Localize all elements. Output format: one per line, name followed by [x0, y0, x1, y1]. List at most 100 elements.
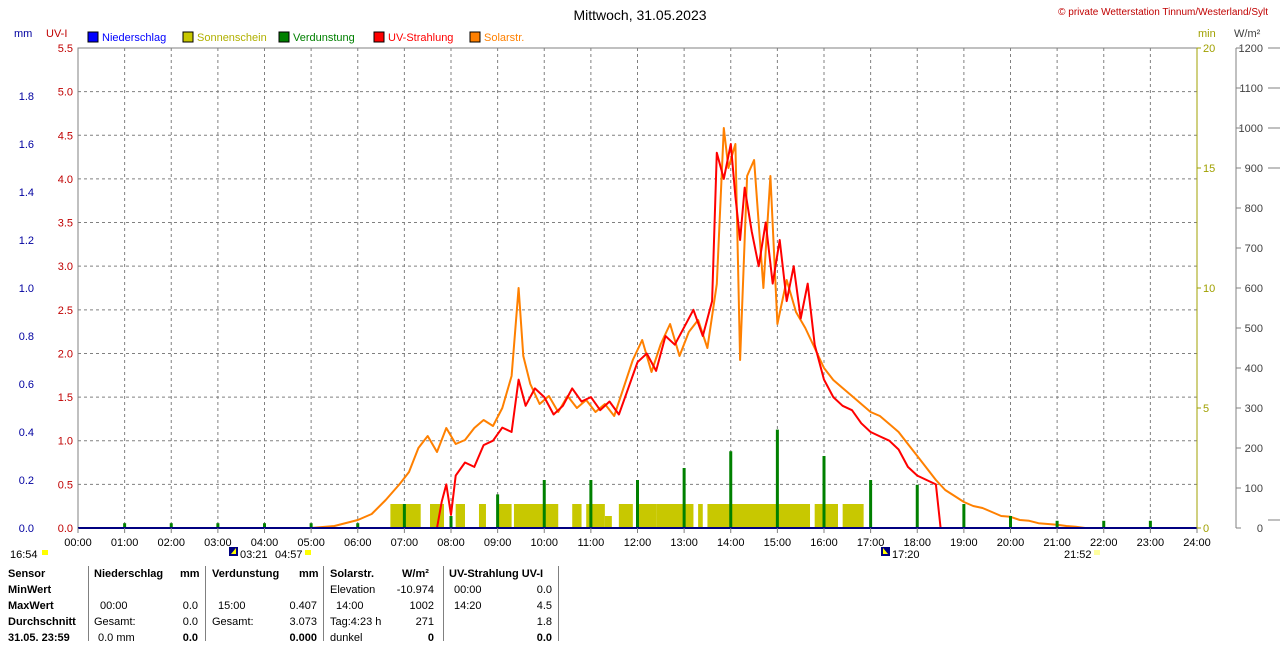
- uvi-tick-label: 1.5: [58, 392, 73, 404]
- stats-row-label: Durchschnitt: [8, 616, 76, 628]
- x-tick-label: 22:00: [1090, 537, 1118, 549]
- sunrise-b: 04:57: [275, 549, 303, 561]
- sunshine-bar: [586, 504, 605, 528]
- stats-header-sensor: Sensor: [8, 568, 46, 580]
- stats-uv-time: 00:00: [454, 584, 482, 596]
- wm2-tick-label: 300: [1245, 403, 1263, 415]
- legend-label: UV-Strahlung: [388, 32, 453, 44]
- stats-divider-4: [443, 566, 444, 641]
- sunshine-bar: [572, 504, 582, 528]
- sunshine-bar: [842, 504, 864, 528]
- x-tick-label: 07:00: [391, 537, 419, 549]
- legend: Niederschlag Sonnenschein Verdunstung UV-St…: [87, 31, 524, 44]
- x-tick-label: 23:00: [1137, 537, 1165, 549]
- uvi-tick-label: 2.0: [58, 348, 73, 360]
- legend-label: Niederschlag: [102, 32, 166, 44]
- mm-tick-label: 0.2: [19, 475, 34, 487]
- axis-label-uvi: UV-I: [46, 28, 67, 40]
- wm2-tick-label: 200: [1245, 443, 1263, 455]
- x-tick-label: 10:00: [530, 537, 558, 549]
- min-tick-label: 15: [1203, 163, 1215, 175]
- min-tick-label: 5: [1203, 403, 1209, 415]
- x-tick-label: 08:00: [437, 537, 465, 549]
- stats-divider-2: [205, 566, 206, 641]
- stats-sol-time: 14:00: [336, 600, 364, 612]
- stats-uv-value: 4.5: [536, 600, 552, 612]
- stats-header-uv: UV-Strahlung UV-I: [449, 568, 544, 580]
- x-tick-label: 06:00: [344, 537, 372, 549]
- sunset-arrow-icon: [883, 548, 888, 554]
- uvi-tick-label: 4.5: [58, 130, 73, 142]
- sunshine-bar: [698, 504, 703, 528]
- x-tick-label: 11:00: [578, 537, 605, 549]
- x-tick-label: 18:00: [903, 537, 931, 549]
- stats-uv-value: 0.0: [536, 632, 552, 644]
- sunshine-bar: [497, 504, 512, 528]
- sunset-b: 21:52: [1064, 549, 1092, 561]
- stats-sol-time: Tag:4:23 h: [330, 616, 382, 628]
- moon-icon: [1094, 550, 1100, 555]
- sunshine-bars: [390, 504, 864, 528]
- min-tick-label: 10: [1203, 283, 1215, 295]
- uvi-tick-label: 1.0: [58, 436, 73, 448]
- sunset-a: 17:20: [892, 549, 920, 561]
- x-tick-label: 05:00: [297, 537, 325, 549]
- uvi-tick-label: 3.5: [58, 218, 73, 230]
- stats-sol-time: Elevation: [330, 584, 376, 596]
- sun-icon-2: [305, 550, 311, 555]
- wm2-tick-label: 600: [1245, 283, 1263, 295]
- x-tick-label: 15:00: [764, 537, 792, 549]
- stats-nied-value: 0.0: [182, 616, 198, 628]
- solar-series-line: [311, 127, 1086, 529]
- uvi-tick-label: 4.0: [58, 174, 73, 186]
- stats-verd-value: 3.073: [289, 616, 317, 628]
- side-control[interactable]: [1266, 40, 1280, 540]
- stats-uv-value: 0.0: [536, 584, 552, 596]
- x-tick-label: 14:00: [717, 537, 745, 549]
- sunrise-arrow-icon: [231, 548, 236, 554]
- stats-verd-value: 0.000: [289, 632, 317, 644]
- stats-sol-value: -10.974: [396, 584, 434, 596]
- stats-row-label: 31.05. 23:59: [8, 632, 70, 644]
- stats-divider-3: [323, 566, 324, 641]
- wm2-tick-label: 500: [1245, 323, 1263, 335]
- x-tick-label: 03:00: [204, 537, 232, 549]
- legend-label: Solarstr.: [484, 32, 524, 44]
- x-tick-label: 04:00: [251, 537, 279, 549]
- stats-table: Sensor Niederschlag mm Verdunstung mm So…: [0, 564, 560, 644]
- axis-label-mm: mm: [14, 28, 32, 40]
- wm2-tick-label: 900: [1245, 163, 1263, 175]
- sunshine-bar: [814, 504, 838, 528]
- sunshine-bar: [404, 504, 421, 528]
- sunshine-bar: [604, 516, 612, 528]
- stats-nied-value: 0.0: [182, 600, 198, 612]
- mm-tick-label: 1.6: [19, 139, 34, 151]
- sun-icon: [42, 550, 48, 555]
- stats-header-wm2: W/m²: [402, 568, 429, 580]
- stats-header-niederschlag: Niederschlag: [94, 568, 164, 580]
- stats-row-label: MinWert: [8, 584, 52, 596]
- stats-verd-value: 0.407: [289, 600, 317, 612]
- x-tick-label: 01:00: [111, 537, 139, 549]
- series-lines: [311, 127, 1086, 529]
- legend-swatch: [87, 31, 99, 43]
- uv-series-line: [436, 143, 942, 529]
- mm-tick-label: 0.6: [19, 379, 34, 391]
- x-tick-label: 13:00: [670, 537, 698, 549]
- side-control-box[interactable]: [1266, 40, 1280, 540]
- x-tick-label: 16:00: [810, 537, 838, 549]
- stats-nied-value: 0.0: [182, 632, 198, 644]
- grid: [77, 47, 1198, 529]
- stats-nied-time: 00:00: [100, 600, 128, 612]
- stats-row-label: MaxWert: [8, 600, 54, 612]
- x-tick-label: 09:00: [484, 537, 512, 549]
- x-tick-label: 17:00: [857, 537, 885, 549]
- sunshine-bar: [513, 504, 559, 528]
- wm2-tick-label: 100: [1245, 483, 1263, 495]
- uvi-tick-label: 3.0: [58, 261, 73, 273]
- legend-swatch: [373, 31, 385, 43]
- uvi-tick-label: 0.0: [58, 523, 73, 535]
- stats-header-mm2: mm: [299, 568, 319, 580]
- mm-tick-label: 1.2: [19, 235, 34, 247]
